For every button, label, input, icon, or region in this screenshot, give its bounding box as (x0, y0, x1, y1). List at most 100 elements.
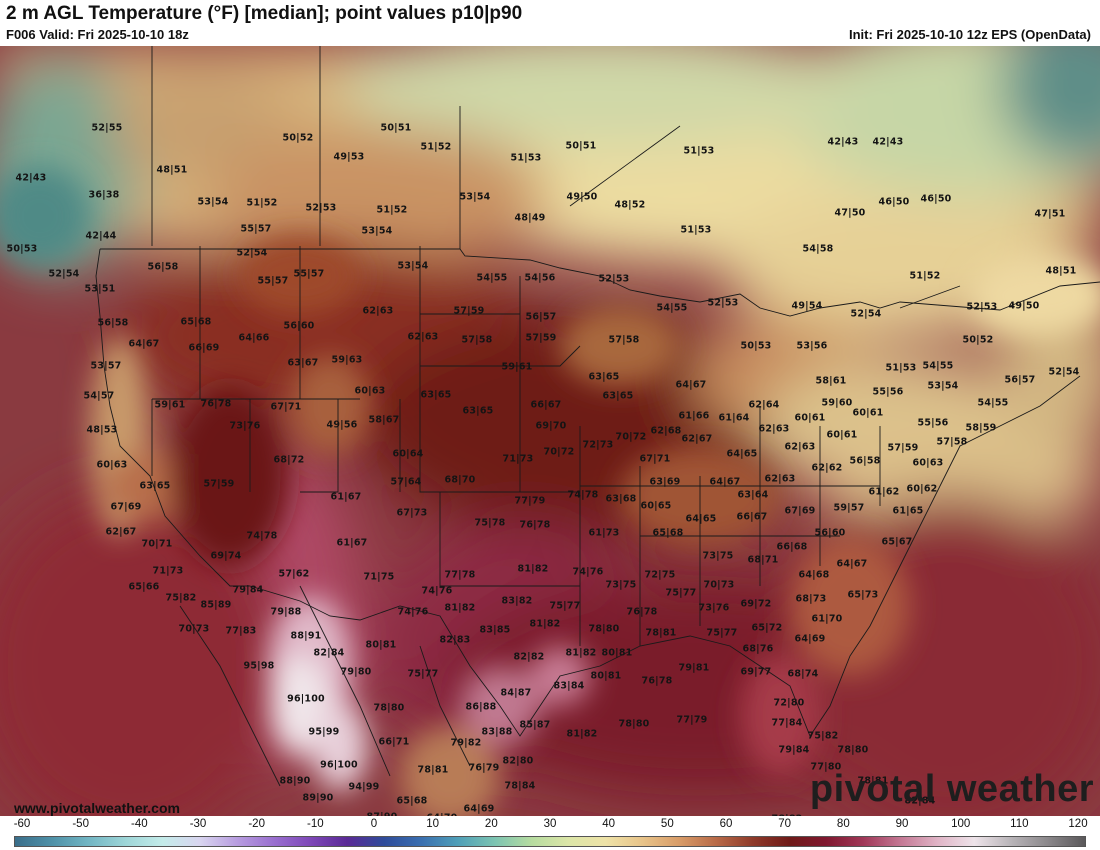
scale-tick-label: -20 (248, 818, 265, 830)
scale-tick-label: 120 (1068, 818, 1088, 830)
point-value-label: 81|82 (566, 728, 598, 740)
point-value-label: 63|67 (287, 357, 319, 369)
point-value-label: 72|73 (582, 439, 614, 451)
point-value-label: 74|78 (246, 530, 278, 542)
point-value-label: 57|58 (461, 334, 493, 346)
scale-tick-label: 40 (602, 818, 616, 830)
point-value-label: 62|63 (407, 331, 439, 343)
point-value-label: 60|63 (354, 385, 386, 397)
point-value-label: 59|60 (821, 397, 853, 409)
point-value-label: 78|81 (645, 627, 677, 639)
point-value-label: 79|82 (450, 737, 482, 749)
point-value-label: 63|65 (602, 390, 634, 402)
header: 2 m AGL Temperature (°F) [median]; point… (0, 0, 1100, 46)
point-value-label: 86|88 (465, 701, 497, 713)
point-value-label: 79|84 (778, 744, 810, 756)
point-value-label: 65|68 (396, 795, 428, 807)
point-value-label: 48|51 (1045, 265, 1077, 277)
point-value-label: 56|60 (814, 527, 846, 539)
scale-tick-label: 10 (426, 818, 440, 830)
point-value-label: 75|82 (165, 592, 197, 604)
point-value-label: 52|54 (236, 247, 268, 259)
point-value-label: 60|64 (392, 448, 424, 460)
point-value-label: 88|90 (279, 775, 311, 787)
point-value-label: 64|65 (726, 448, 758, 460)
scale-tick-label: 70 (778, 818, 792, 830)
point-value-label: 55|56 (917, 417, 949, 429)
point-value-label: 64|69 (463, 803, 495, 815)
point-value-label: 63|65 (588, 371, 620, 383)
point-value-label: 76|78 (641, 675, 673, 687)
scale-tick-label: -40 (131, 818, 148, 830)
point-value-label: 74|78 (567, 489, 599, 501)
point-value-label: 63|64 (737, 489, 769, 501)
point-value-label: 85|89 (200, 599, 232, 611)
point-value-label: 70|72 (615, 431, 647, 443)
point-value-label: 66|71 (378, 736, 410, 748)
point-value-label: 69|70 (535, 420, 567, 432)
point-value-label: 57|58 (608, 334, 640, 346)
point-value-label: 49|54 (791, 300, 823, 312)
point-value-label: 51|52 (246, 197, 278, 209)
point-value-label: 57|58 (936, 436, 968, 448)
point-value-label: 75|78 (474, 517, 506, 529)
point-value-label: 52|53 (707, 297, 739, 309)
point-value-label: 73|75 (605, 579, 637, 591)
point-value-label: 59|63 (331, 354, 363, 366)
point-value-label: 74|76 (397, 606, 429, 618)
point-value-label: 63|65 (139, 480, 171, 492)
point-value-label: 57|59 (887, 442, 919, 454)
point-value-label: 51|53 (510, 152, 542, 164)
point-value-label: 61|73 (588, 527, 620, 539)
point-value-label: 78|82 (772, 814, 803, 817)
init-time: Init: Fri 2025-10-10 12z EPS (OpenData) (848, 27, 1091, 42)
point-value-label: 83|82 (501, 595, 533, 607)
point-value-label: 72|80 (773, 697, 805, 709)
point-value-label: 59|61 (501, 361, 533, 373)
point-value-label: 47|50 (834, 207, 866, 219)
point-value-label: 51|52 (420, 141, 452, 153)
point-value-label: 81|82 (565, 647, 597, 659)
point-value-label: 50|53 (740, 340, 772, 352)
point-value-label: 77|83 (225, 625, 257, 637)
point-value-label: 36|38 (88, 189, 120, 201)
point-value-label: 67|71 (639, 453, 671, 465)
point-value-label: 64|66 (238, 332, 270, 344)
point-value-label: 63|68 (605, 493, 637, 505)
point-value-label: 64|68 (798, 569, 830, 581)
point-value-label: 88|91 (290, 630, 322, 642)
point-value-label: 81|82 (517, 563, 549, 575)
point-value-label: 70|73 (703, 579, 735, 591)
point-value-label: 63|69 (649, 476, 681, 488)
point-value-label: 53|54 (459, 191, 491, 203)
point-value-label: 83|85 (479, 624, 511, 636)
point-value-label: 62|63 (764, 473, 796, 485)
point-value-label: 69|77 (740, 666, 772, 678)
point-value-label: 66|67 (530, 399, 562, 411)
website-link[interactable]: www.pivotalweather.com (14, 800, 180, 816)
point-value-label: 71|73 (502, 453, 534, 465)
point-value-label: 82|84 (904, 795, 936, 807)
scale-tick-label: 20 (484, 818, 498, 830)
point-value-label: 82|82 (513, 651, 545, 663)
point-value-label: 81|82 (444, 602, 476, 614)
color-bar (14, 836, 1086, 847)
point-value-label: 78|84 (504, 780, 536, 792)
temperature-map[interactable]: 52|55 50|52 50|51 49|53 51|52 51|53 50|51 51|53… (0, 46, 1100, 816)
point-value-label: 64|67 (675, 379, 707, 391)
point-value-label: 58|67 (368, 414, 400, 426)
point-value-label: 52|53 (966, 301, 998, 313)
point-value-label: 78|80 (618, 718, 650, 730)
point-value-label: 80|81 (590, 670, 622, 682)
point-value-label: 58|61 (815, 375, 847, 387)
point-value-label: 50|52 (962, 334, 994, 346)
point-value-label: 68|70 (444, 474, 476, 486)
point-value-label: 82|80 (502, 755, 534, 767)
point-value-label: 82|83 (439, 634, 471, 646)
point-value-label: 67|69 (110, 501, 142, 513)
point-value-label: 75|77 (706, 627, 738, 639)
point-value-label: 87|90 (367, 812, 398, 817)
point-value-label: 71|73 (152, 565, 184, 577)
scale-tick-label: -60 (13, 818, 31, 830)
point-value-label: 64|69 (794, 633, 826, 645)
